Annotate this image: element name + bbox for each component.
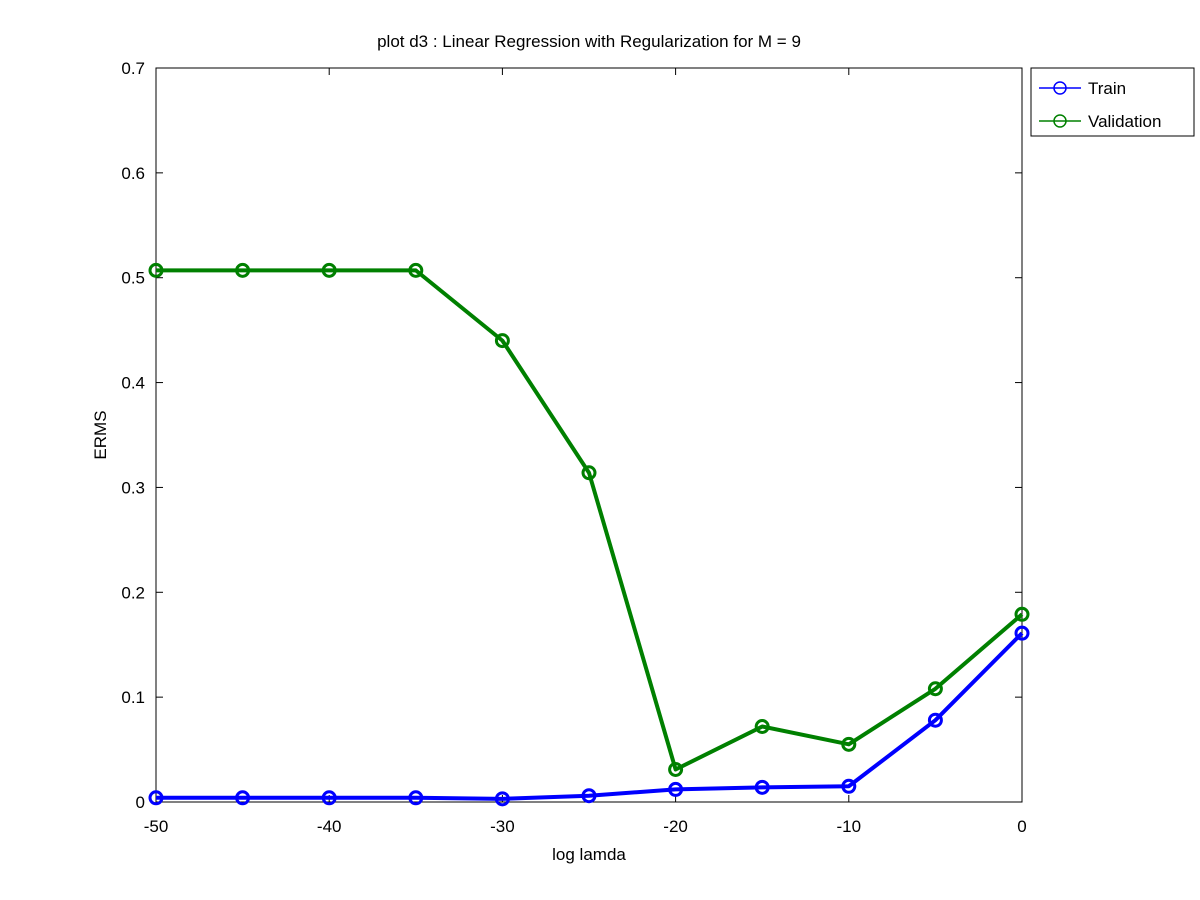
series-layer xyxy=(148,262,1030,807)
axis-ticks: -50 -40 -30 -20 -10 0 0 0.1 0.2 0.3 0.4 0.5 0.6 0.7 xyxy=(121,59,1026,836)
data-point xyxy=(668,761,684,777)
data-point xyxy=(581,465,597,481)
plot-area xyxy=(155,67,1023,803)
legend-label: Validation xyxy=(1088,112,1161,131)
series-validation xyxy=(148,262,1030,777)
data-point xyxy=(494,791,510,807)
data-point xyxy=(1014,606,1030,622)
data-point xyxy=(408,262,424,278)
series-train xyxy=(148,625,1030,807)
chart-title: plot d3 : Linear Regression with Regular… xyxy=(377,32,801,51)
data-point xyxy=(494,333,510,349)
legend-box xyxy=(1030,67,1195,137)
data-point xyxy=(321,262,337,278)
x-tick-label: -40 xyxy=(317,817,342,836)
y-tick-label: 0.4 xyxy=(121,374,145,393)
data-point xyxy=(581,788,597,804)
data-point xyxy=(235,790,251,806)
series-line xyxy=(156,268,1024,772)
x-tick-label: -50 xyxy=(144,817,169,836)
x-axis-title: log lamda xyxy=(552,845,626,864)
legend-marker xyxy=(1053,114,1067,128)
y-tick-label: 0 xyxy=(136,793,145,812)
data-point xyxy=(927,712,943,728)
data-point xyxy=(408,790,424,806)
y-tick-label: 0.5 xyxy=(121,269,145,288)
data-point xyxy=(148,790,164,806)
data-point xyxy=(668,781,684,797)
data-point xyxy=(841,778,857,794)
data-point xyxy=(148,262,164,278)
y-tick-label: 0.1 xyxy=(121,688,145,707)
data-point xyxy=(754,719,770,735)
series-line xyxy=(156,631,1024,801)
x-tick-label: 0 xyxy=(1017,817,1026,836)
legend-item-validation: Validation xyxy=(1039,112,1161,131)
legend-item-train: Train xyxy=(1039,79,1126,98)
y-tick-label: 0.6 xyxy=(121,164,145,183)
data-point xyxy=(321,790,337,806)
x-tick-label: -20 xyxy=(663,817,688,836)
legend-label: Train xyxy=(1088,79,1126,98)
x-tick-label: -10 xyxy=(837,817,862,836)
legend-marker xyxy=(1053,81,1067,95)
data-point xyxy=(1014,625,1030,641)
data-point xyxy=(927,681,943,697)
y-tick-label: 0.7 xyxy=(121,59,145,78)
data-point xyxy=(841,736,857,752)
y-tick-label: 0.3 xyxy=(121,478,145,497)
y-axis-title: ERMS xyxy=(91,410,110,459)
x-tick-label: -30 xyxy=(490,817,515,836)
legend: Train Validation xyxy=(1030,67,1195,137)
data-point xyxy=(235,262,251,278)
y-tick-label: 0.2 xyxy=(121,583,145,602)
data-point xyxy=(754,779,770,795)
